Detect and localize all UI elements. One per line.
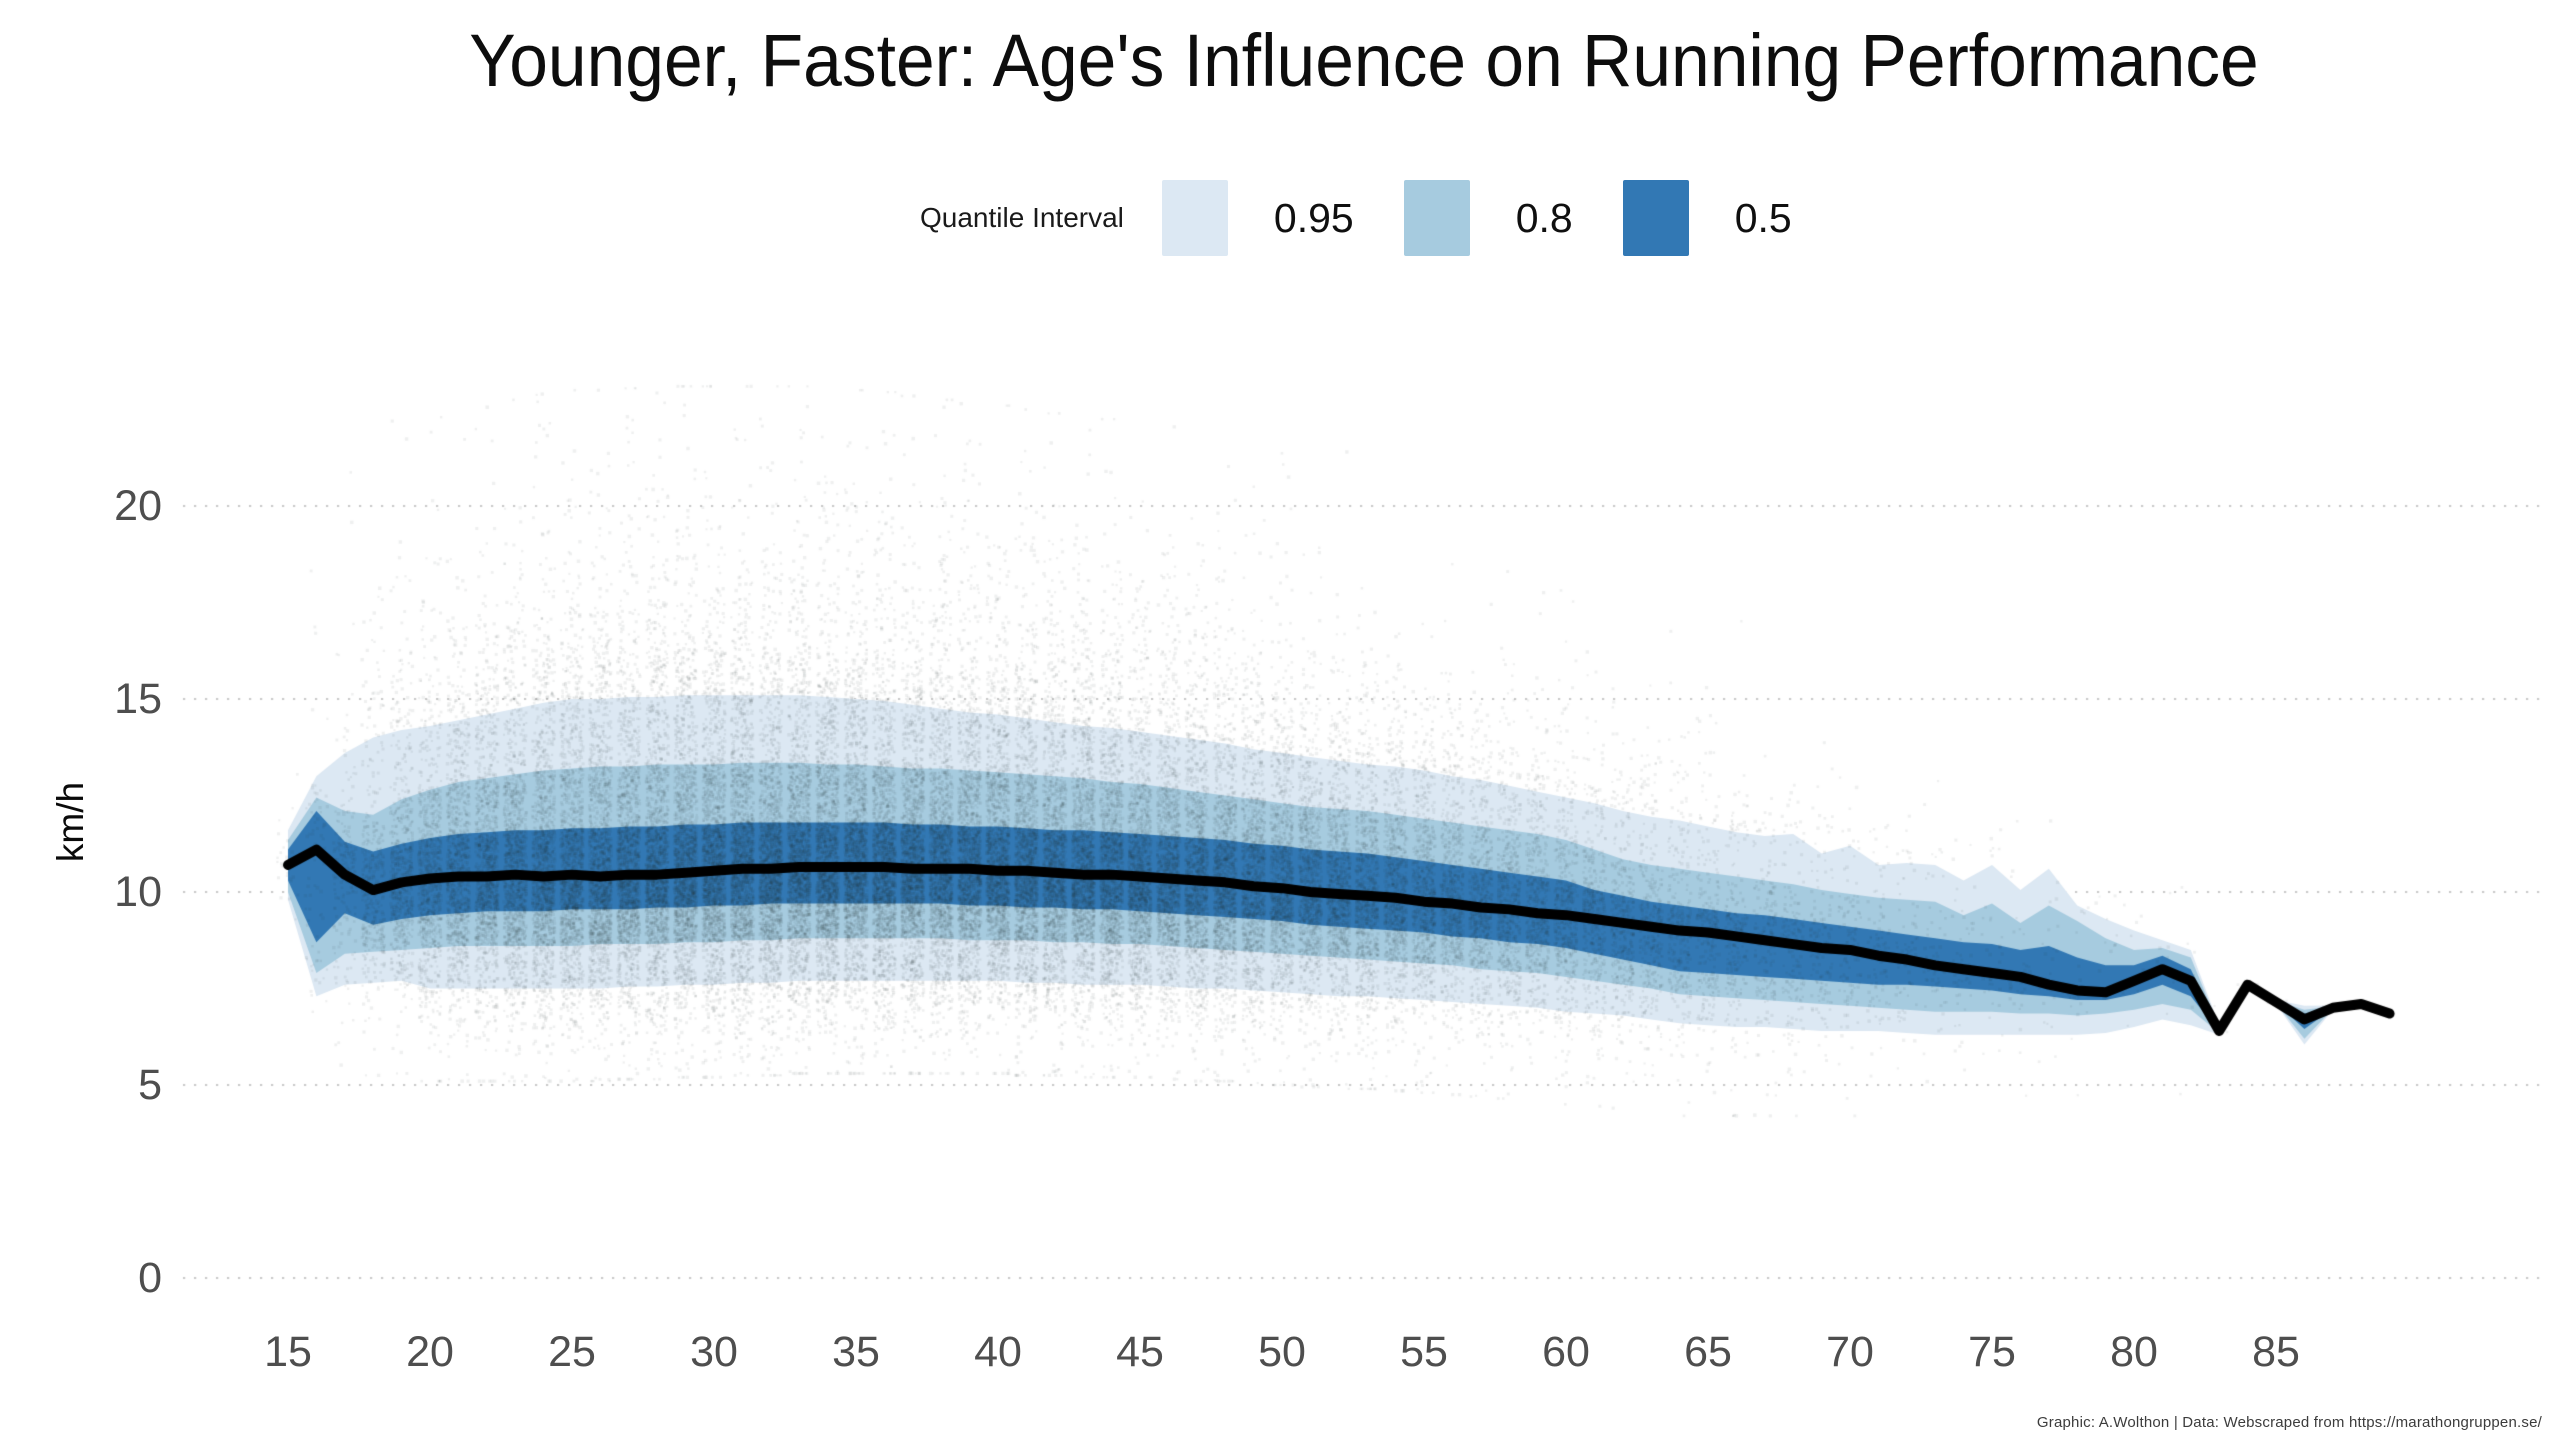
legend-swatch-095 [1161,180,1228,256]
x-tick-label: 45 [1116,1328,1164,1376]
x-tick-label: 70 [1826,1328,1874,1376]
y-tick-label: 5 [138,1061,162,1109]
x-tick-label: 20 [406,1328,454,1376]
legend-value-05: 0.5 [1734,194,1792,241]
x-tick-label: 50 [1258,1328,1306,1376]
x-tick-label: 60 [1542,1328,1590,1376]
x-tick-label: 15 [264,1328,312,1376]
y-tick-label: 0 [138,1254,162,1302]
credit-line: Graphic: A.Wolthon | Data: Webscraped fr… [2036,1414,2542,1431]
x-tick-label: 35 [832,1328,880,1376]
legend-value-095: 0.95 [1273,194,1354,241]
x-tick-label: 75 [1968,1328,2016,1376]
legend-value-08: 0.8 [1515,194,1573,241]
x-tick-label: 25 [548,1328,596,1376]
x-tick-label: 40 [974,1328,1022,1376]
legend-swatch-05 [1622,180,1689,256]
page-title: Younger, Faster: Age's Influence on Runn… [469,19,2259,102]
x-tick-label: 55 [1400,1328,1448,1376]
y-tick-label: 15 [114,675,162,723]
legend-title: Quantile Interval [920,202,1124,233]
x-tick-label: 85 [2252,1328,2300,1376]
x-tick-label: 30 [690,1328,738,1376]
quantile-legend: Quantile Interval 0.95 0.8 0.5 [920,179,1842,257]
x-tick-label: 80 [2110,1328,2158,1376]
x-tick-label: 65 [1684,1328,1732,1376]
y-tick-label: 20 [114,482,162,530]
y-tick-label: 10 [114,868,162,916]
legend-swatch-08 [1403,180,1470,256]
y-axis-unit-label: km/h [50,781,91,863]
